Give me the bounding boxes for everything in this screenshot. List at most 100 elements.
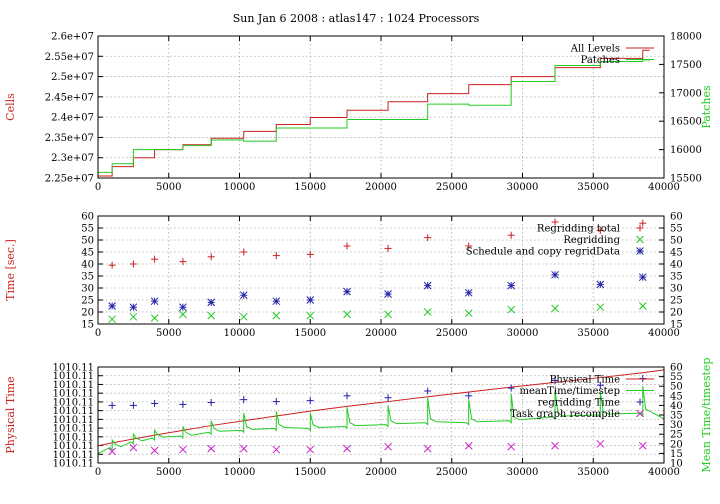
series-schedule-and-copy-regriddata-point bbox=[207, 298, 216, 307]
series-regridding-time-point bbox=[306, 397, 314, 405]
x-tick-label: 30000 bbox=[507, 182, 539, 193]
series-schedule-and-copy-regriddata-point-d2 bbox=[638, 273, 647, 282]
series-schedule-and-copy-regriddata-point-d2 bbox=[179, 303, 187, 312]
series-regridding-legend-marker-d2 bbox=[636, 235, 644, 244]
series-schedule-and-copy-regriddata-point-d2 bbox=[423, 281, 432, 290]
series-task-graph-recompile-point-d2 bbox=[207, 444, 216, 453]
series-regridding-time-point bbox=[596, 381, 604, 389]
series-regridding-total-point bbox=[151, 255, 159, 263]
series-all-levels-legend-label: All Levels bbox=[570, 44, 620, 55]
series-regridding-legend-label: Regridding bbox=[563, 235, 620, 246]
series-task-graph-recompile-point bbox=[179, 445, 187, 454]
x-tick-label: 10000 bbox=[224, 182, 256, 193]
series-schedule-and-copy-regriddata-point bbox=[507, 281, 516, 290]
series-regridding-point bbox=[306, 311, 315, 320]
series-regridding-point bbox=[423, 308, 432, 316]
series-layer bbox=[98, 369, 664, 456]
x-tick-label: 40000 bbox=[648, 182, 680, 193]
series-regridding-point-d2 bbox=[179, 310, 187, 319]
series-regridding-point bbox=[551, 304, 559, 313]
series-regridding-total-point bbox=[507, 231, 515, 239]
y-tick-label: 1010.11 bbox=[53, 380, 94, 391]
y2-tick-label: 35 bbox=[670, 411, 683, 422]
y-tick-label: 1010.11 bbox=[53, 459, 94, 470]
y-tick-label: 2.25e+07 bbox=[45, 174, 94, 185]
y-tick-label: 1010.11 bbox=[53, 441, 94, 452]
series-regridding-total-point bbox=[306, 250, 314, 258]
series-regridding-point-d2 bbox=[507, 305, 516, 314]
y2-tick-label: 10 bbox=[670, 459, 683, 470]
figure-title: Sun Jan 6 2008 : atlas147 : 1024 Process… bbox=[233, 12, 480, 25]
series-regridding-point bbox=[272, 311, 281, 320]
x-tick-label: 35000 bbox=[577, 328, 609, 339]
series-regridding-total-point bbox=[424, 234, 432, 242]
series-meantime-timestep-line bbox=[98, 386, 664, 454]
y2-tick-label: 60 bbox=[670, 363, 683, 374]
y-tick-label: 1010.11 bbox=[53, 406, 94, 417]
y2-tick-label: 45 bbox=[670, 248, 683, 259]
series-task-graph-recompile-point bbox=[343, 444, 351, 453]
series-regridding-time-legend-sample bbox=[636, 398, 644, 406]
series-regridding-point bbox=[207, 311, 216, 320]
series-regridding-total-point bbox=[384, 244, 392, 252]
x-tick-label: 5000 bbox=[156, 467, 181, 478]
series-physical-time-line bbox=[98, 369, 664, 447]
series-schedule-and-copy-regriddata-point bbox=[306, 296, 315, 304]
series-meantime-timestep-legend-label: meanTime/timestep bbox=[519, 386, 620, 397]
series-regridding-time-point bbox=[207, 399, 215, 407]
y2-tick-label: 15 bbox=[670, 449, 683, 460]
y-tick-label: 20 bbox=[81, 308, 94, 319]
y2-tick-label: 17000 bbox=[670, 88, 702, 99]
y-axis-label: Time [sec.] bbox=[4, 239, 17, 301]
series-regridding-point bbox=[239, 312, 248, 321]
y-axis-label: Cells bbox=[4, 93, 17, 121]
y-tick-label: 1010.11 bbox=[53, 389, 94, 400]
x-tick-label: 30000 bbox=[507, 467, 539, 478]
x-tick-label: 35000 bbox=[577, 182, 609, 193]
series-patches-line bbox=[98, 59, 650, 173]
y-tick-label: 2.5e+07 bbox=[51, 72, 94, 83]
y2-axis-label: Mean Time/timestep bbox=[700, 358, 713, 473]
series-regridding-total-point bbox=[639, 219, 647, 227]
y-tick-label: 45 bbox=[81, 248, 94, 259]
series-schedule-and-copy-regriddata-legend-label: Schedule and copy regridData bbox=[466, 247, 620, 258]
series-schedule-and-copy-regriddata-point-d2 bbox=[306, 296, 315, 304]
y-tick-label: 1010.11 bbox=[53, 371, 94, 382]
series-regridding-point bbox=[596, 303, 605, 312]
x-tick-label: 20000 bbox=[365, 467, 397, 478]
y-tick-label: 50 bbox=[81, 236, 94, 247]
x-tick-label: 25000 bbox=[436, 182, 468, 193]
x-tick-label: 0 bbox=[95, 328, 101, 339]
x-tick-label: 20000 bbox=[365, 328, 397, 339]
panel-physical-time: 0 5000 10000 15000 20000 25000 30000 35000 40000… bbox=[4, 358, 713, 478]
x-tick-label: 15000 bbox=[294, 182, 326, 193]
series-regridding-time-point bbox=[465, 392, 473, 400]
y-tick-label: 2.35e+07 bbox=[45, 133, 94, 144]
series-schedule-and-copy-regriddata-point-d2 bbox=[507, 281, 516, 290]
series-regridding-total-point bbox=[272, 252, 280, 260]
x-tick-label: 40000 bbox=[648, 467, 680, 478]
series-regridding-total-legend-sample bbox=[636, 224, 644, 232]
series-regridding-point bbox=[150, 314, 159, 322]
series-task-graph-recompile-point bbox=[384, 442, 392, 451]
series-schedule-and-copy-regriddata-point-d2 bbox=[272, 297, 281, 306]
y-tick-label: 1010.11 bbox=[53, 363, 94, 374]
x-tick-label: 5000 bbox=[156, 182, 181, 193]
series-regridding-total-point bbox=[108, 261, 116, 269]
series-regridding-point-d2 bbox=[129, 312, 138, 321]
y2-tick-label: 40 bbox=[670, 260, 683, 271]
series-schedule-and-copy-regriddata-point-d2 bbox=[150, 297, 159, 306]
series-schedule-and-copy-regriddata-point-d2 bbox=[464, 288, 473, 297]
y-tick-label: 40 bbox=[81, 260, 94, 271]
series-task-graph-recompile-point-d2 bbox=[179, 445, 187, 454]
series-schedule-and-copy-regriddata-point bbox=[464, 288, 473, 297]
x-tick-label: 10000 bbox=[224, 467, 256, 478]
series-schedule-and-copy-regriddata-legend-marker-d2 bbox=[636, 247, 644, 255]
x-tick-label: 5000 bbox=[156, 328, 181, 339]
series-regridding-point bbox=[384, 310, 392, 319]
series-task-graph-recompile-point bbox=[239, 444, 248, 453]
series-schedule-and-copy-regriddata-point bbox=[179, 303, 187, 312]
series-task-graph-recompile-point-d2 bbox=[423, 444, 432, 453]
y-tick-label: 2.4e+07 bbox=[51, 113, 94, 124]
series-task-graph-recompile-point-d2 bbox=[464, 441, 473, 450]
